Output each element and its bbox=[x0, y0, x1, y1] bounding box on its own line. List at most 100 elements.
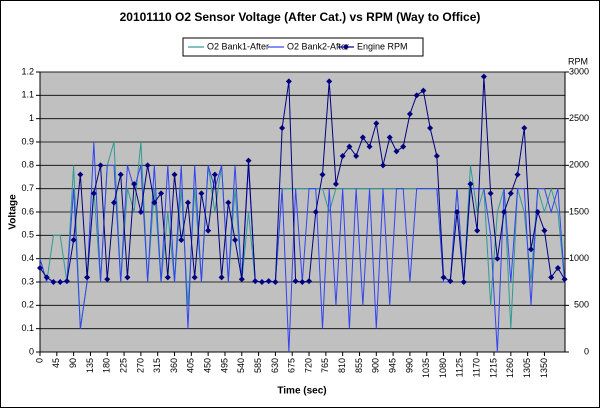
point-marker bbox=[413, 92, 420, 99]
y-tick-label: 1.1 bbox=[21, 90, 34, 100]
point-marker bbox=[312, 209, 319, 215]
point-marker bbox=[285, 78, 292, 85]
y-tick-label: 0.6 bbox=[21, 206, 34, 216]
x-tick-label: 1080 bbox=[438, 358, 448, 378]
y-axis-title: Voltage bbox=[8, 194, 19, 230]
legend-label: O2 Bank2-After bbox=[287, 41, 349, 51]
y-tick-label: 1 bbox=[29, 113, 34, 123]
point-marker bbox=[332, 181, 339, 187]
point-marker bbox=[218, 274, 225, 281]
y2-axis-title: RPM bbox=[568, 56, 588, 66]
point-marker bbox=[480, 73, 487, 80]
point-marker bbox=[501, 209, 508, 215]
point-marker bbox=[110, 199, 117, 206]
point-marker bbox=[306, 278, 313, 285]
x-tick-label: 1260 bbox=[505, 358, 515, 378]
point-marker bbox=[487, 190, 494, 197]
x-tick-label: 855 bbox=[354, 358, 364, 373]
y2-tick-label: 0 bbox=[584, 346, 589, 356]
x-tick-label: 630 bbox=[270, 358, 280, 373]
y2-tick-label: 2000 bbox=[569, 160, 589, 170]
point-marker bbox=[265, 278, 272, 285]
point-marker bbox=[454, 209, 461, 215]
point-marker bbox=[319, 171, 326, 178]
x-tick-label: 540 bbox=[236, 358, 246, 373]
point-marker bbox=[232, 237, 239, 243]
x-tick-label: 675 bbox=[287, 358, 297, 373]
point-marker bbox=[50, 279, 57, 285]
point-marker bbox=[447, 278, 454, 285]
legend-box bbox=[182, 37, 424, 57]
point-marker bbox=[252, 278, 259, 285]
x-tick-label: 945 bbox=[387, 358, 397, 373]
point-marker bbox=[534, 209, 541, 215]
y-tick-label: 0.1 bbox=[21, 323, 34, 333]
point-marker bbox=[144, 162, 151, 169]
legend-marker bbox=[343, 44, 349, 50]
x-tick-label: 720 bbox=[303, 358, 313, 373]
y-tick-label: 1.2 bbox=[21, 66, 34, 76]
point-marker bbox=[151, 199, 158, 206]
point-marker bbox=[507, 190, 514, 197]
point-marker bbox=[63, 278, 70, 285]
y-tick-label: 0.5 bbox=[21, 230, 34, 240]
x-tick-label: 1350 bbox=[539, 358, 549, 378]
point-marker bbox=[400, 143, 407, 150]
point-marker bbox=[211, 171, 218, 178]
point-marker bbox=[97, 162, 104, 169]
point-marker bbox=[541, 227, 548, 234]
x-tick-label: 405 bbox=[186, 358, 196, 373]
point-marker bbox=[117, 171, 124, 178]
point-marker bbox=[84, 274, 91, 281]
x-tick-label: 810 bbox=[337, 358, 347, 373]
x-axis-title: Time (sec) bbox=[277, 386, 326, 397]
point-marker bbox=[554, 265, 561, 271]
chart-title: 20101110 O2 Sensor Voltage (After Cat.) … bbox=[120, 10, 481, 24]
x-tick-label: 270 bbox=[135, 358, 145, 373]
y2-tick-label: 1500 bbox=[569, 206, 589, 216]
y2-tick-label: 2500 bbox=[569, 113, 589, 123]
point-marker bbox=[43, 274, 50, 281]
point-marker bbox=[198, 190, 205, 197]
point-marker bbox=[279, 125, 286, 131]
point-marker bbox=[527, 246, 534, 253]
point-marker bbox=[70, 237, 77, 243]
point-marker bbox=[292, 278, 299, 285]
x-tick-label: 1215 bbox=[488, 358, 498, 378]
point-marker bbox=[393, 148, 400, 155]
point-marker bbox=[494, 255, 501, 262]
series-line bbox=[39, 141, 566, 329]
point-marker bbox=[238, 276, 245, 283]
point-marker bbox=[326, 78, 333, 85]
point-marker bbox=[433, 153, 440, 159]
point-marker bbox=[406, 111, 413, 117]
x-tick-label: 1170 bbox=[472, 358, 482, 377]
x-tick-label: 1125 bbox=[455, 358, 465, 377]
x-tick-label: 900 bbox=[371, 358, 381, 373]
point-marker bbox=[474, 227, 481, 234]
point-marker bbox=[460, 279, 467, 285]
x-tick-label: 360 bbox=[169, 358, 179, 373]
x-tick-label: 90 bbox=[68, 358, 78, 368]
x-tick-label: 45 bbox=[51, 358, 61, 368]
point-marker bbox=[380, 162, 387, 169]
point-marker bbox=[205, 227, 212, 234]
x-tick-label: 990 bbox=[404, 358, 414, 373]
point-marker bbox=[521, 125, 528, 131]
y-tick-label: 0 bbox=[29, 346, 34, 356]
point-marker bbox=[191, 274, 198, 281]
point-marker bbox=[37, 265, 43, 271]
point-marker bbox=[104, 276, 111, 283]
point-marker bbox=[164, 274, 171, 281]
point-marker bbox=[373, 120, 380, 127]
point-marker bbox=[90, 190, 97, 197]
point-marker bbox=[171, 171, 178, 178]
x-tick-label: 450 bbox=[203, 358, 213, 373]
y-tick-label: 0.8 bbox=[21, 160, 34, 170]
y-tick-label: 0.4 bbox=[21, 253, 34, 263]
y2-tick-label: 1000 bbox=[569, 253, 589, 263]
y2-tick-label: 3000 bbox=[569, 66, 589, 76]
point-marker bbox=[178, 237, 185, 243]
